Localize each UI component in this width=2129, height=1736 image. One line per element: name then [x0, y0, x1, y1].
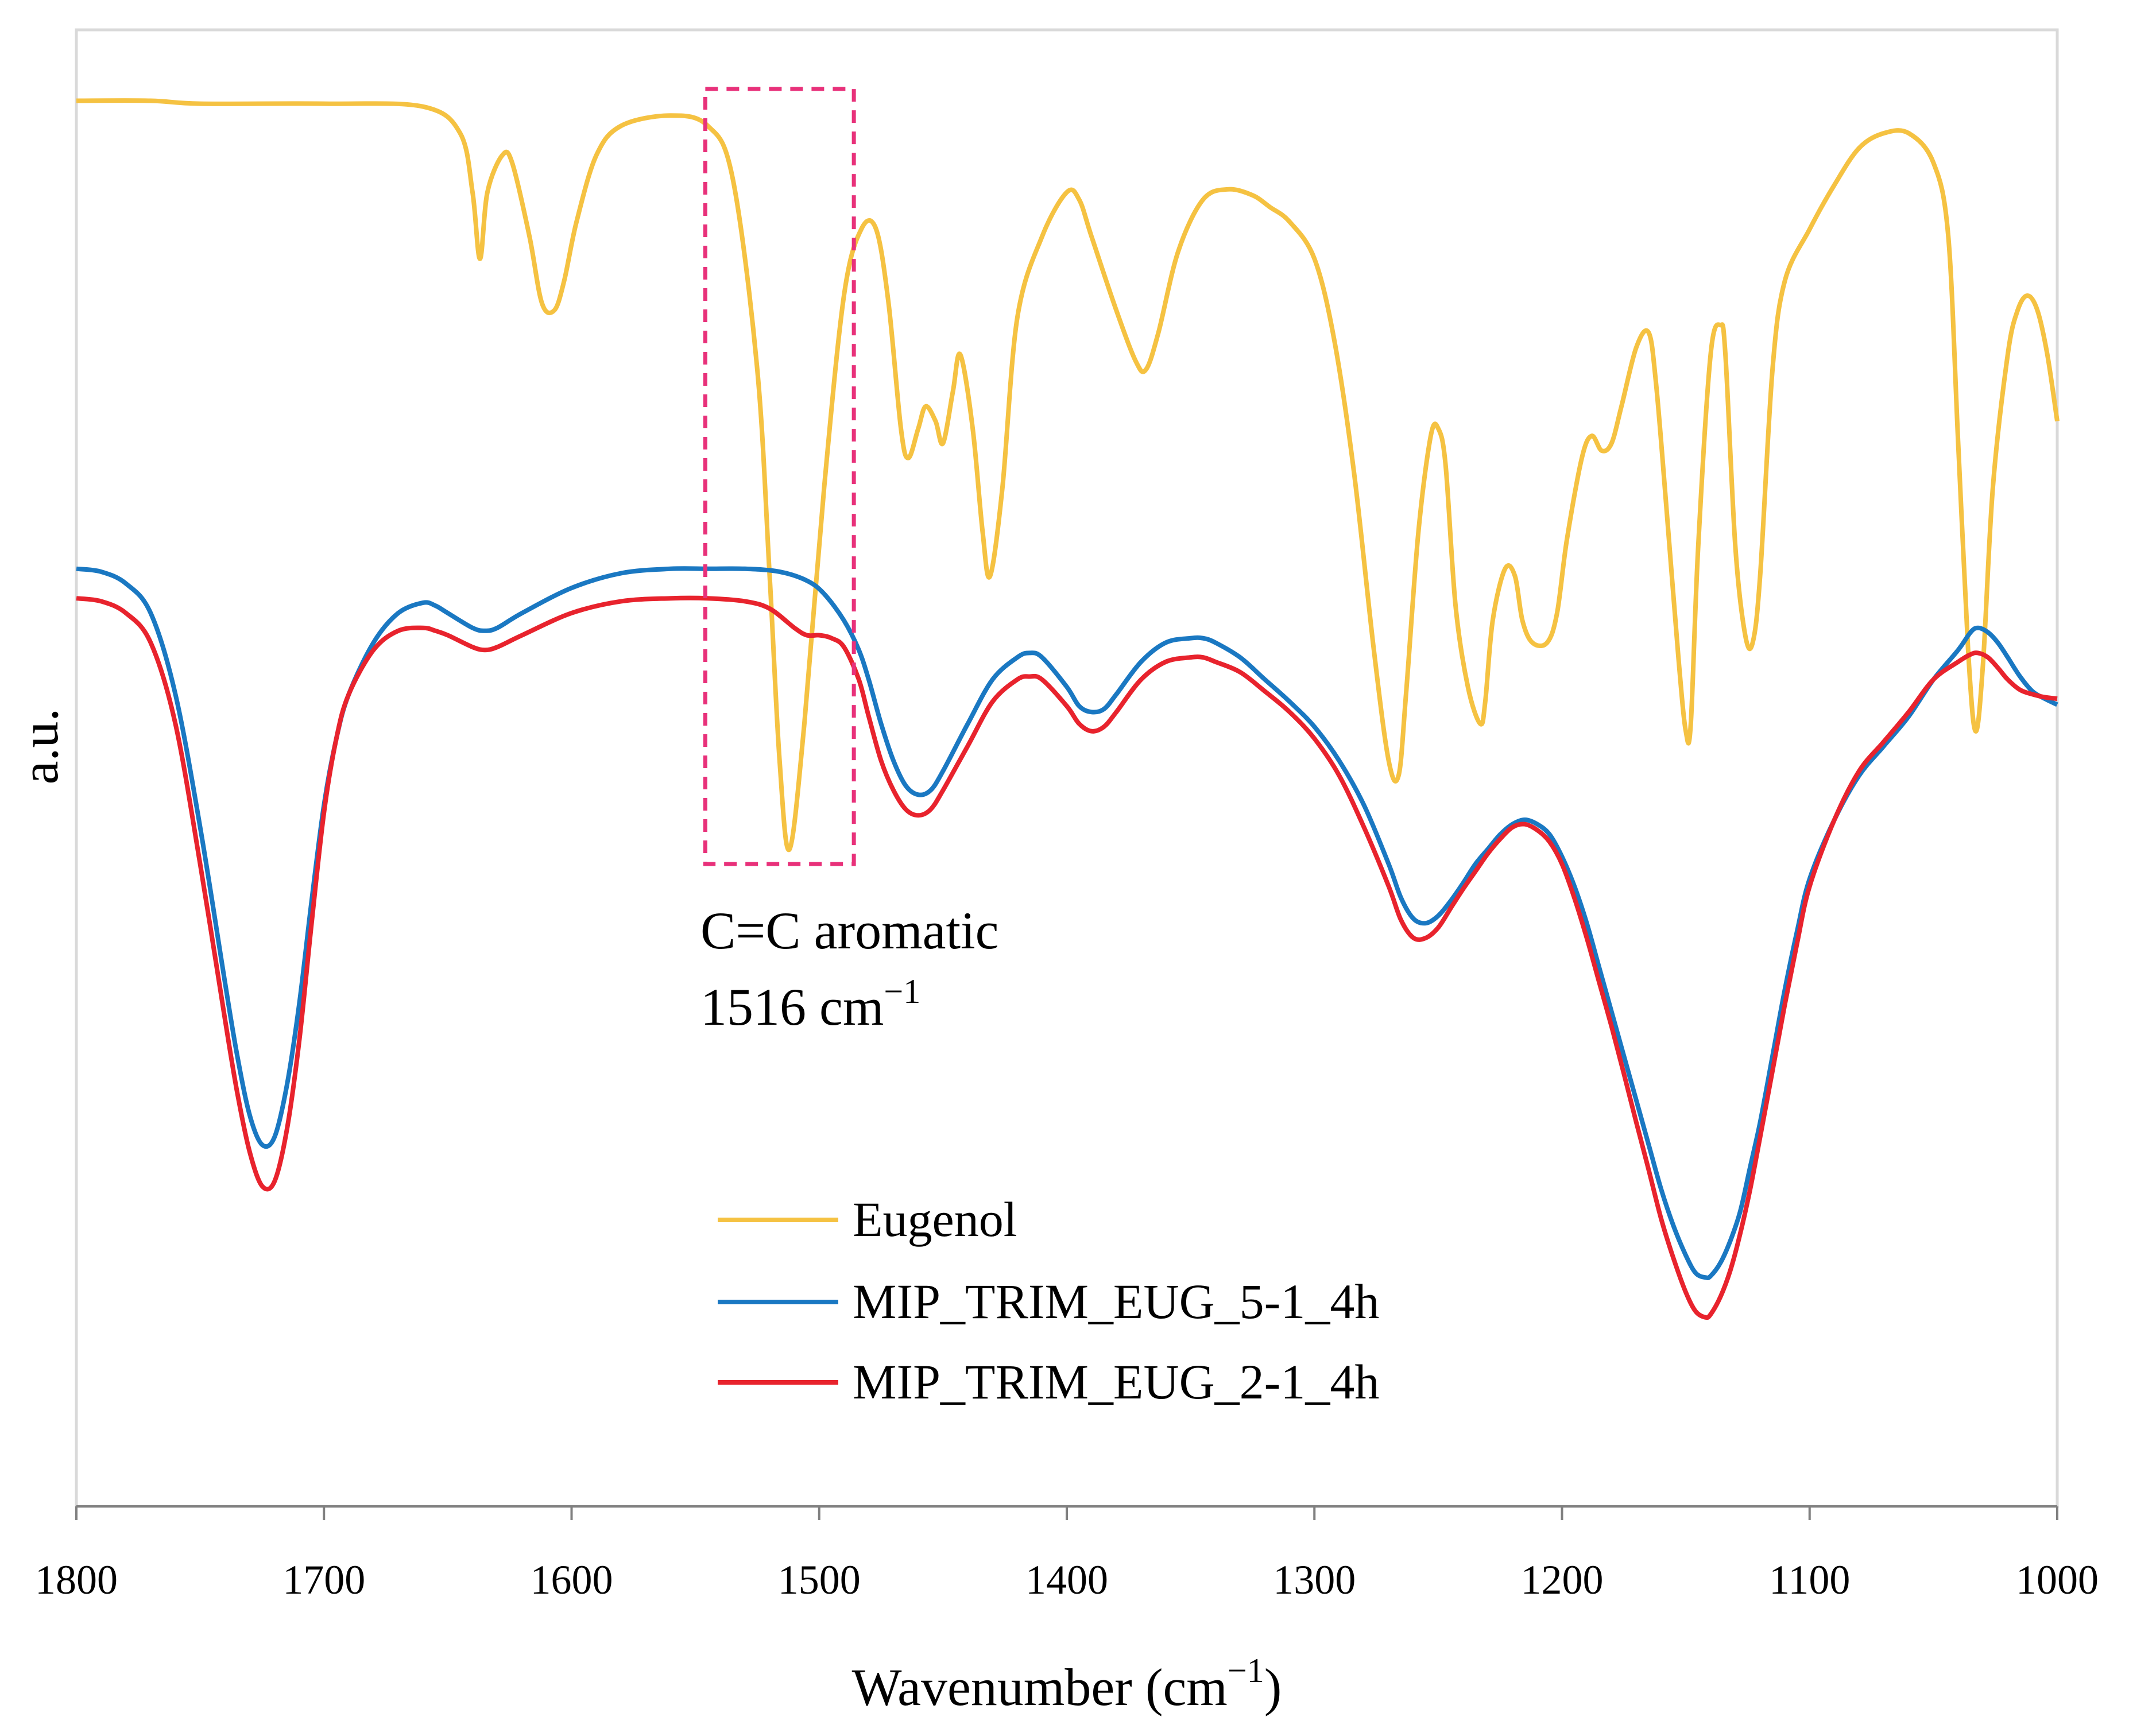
annotation-layer: C=C aromatic 1516 cm−1: [700, 87, 998, 1036]
legend-label-1: Eugenol: [853, 1192, 1017, 1247]
x-tick-label: 1500: [778, 1557, 861, 1603]
annotation-line-2: 1516 cm−1: [700, 972, 920, 1036]
x-tick-label: 1400: [1025, 1557, 1108, 1603]
annotation-line-1: C=C aromatic: [700, 901, 998, 960]
x-tick-label: 1800: [35, 1557, 118, 1603]
y-axis-title: a.u.: [10, 708, 69, 785]
x-tick-label: 1000: [2016, 1557, 2099, 1603]
x-tick-label: 1200: [1521, 1557, 1604, 1603]
x-axis-title-main: Wavenumber (cm: [852, 1658, 1228, 1716]
x-axis-title: Wavenumber (cm−1): [852, 1652, 1282, 1716]
annotation-line-2-main: 1516 cm: [700, 978, 884, 1036]
series-line-1: [76, 98, 2060, 852]
x-axis-title-sup: −1: [1228, 1652, 1264, 1690]
x-tick-label: 1300: [1273, 1557, 1356, 1603]
annotation-line-2-sup: −1: [884, 972, 920, 1010]
legend: Eugenol MIP_TRIM_EUG_5-1_4h MIP_TRIM_EUG_2…: [718, 1192, 1379, 1409]
x-tick-label: 1700: [282, 1557, 365, 1603]
legend-label-2: MIP_TRIM_EUG_5-1_4h: [853, 1274, 1379, 1329]
x-tick-label: 1600: [531, 1557, 613, 1603]
x-axis-title-close: ): [1264, 1658, 1282, 1716]
legend-label-3: MIP_TRIM_EUG_2-1_4h: [853, 1354, 1379, 1409]
x-tick-label: 1100: [1769, 1557, 1850, 1603]
x-axis-ticks: 1800 1700 1600 1500 1400 1300 1200 1100 1000: [35, 1506, 2099, 1603]
series-layer: [76, 98, 2060, 1320]
series-line-3: [76, 595, 2058, 1320]
annotation-box: [703, 87, 856, 866]
